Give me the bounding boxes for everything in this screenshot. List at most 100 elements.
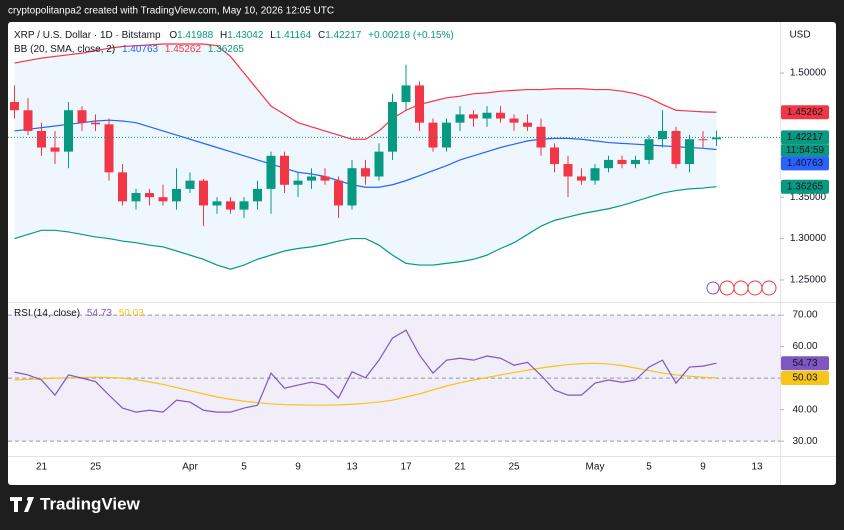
brand: TradingView <box>40 494 141 513</box>
brand-logo: TradingView <box>10 494 141 513</box>
rsi-value: 54.73 <box>87 308 112 319</box>
x-tick-label: 5 <box>241 462 247 473</box>
candle-body <box>442 122 451 148</box>
candle-body <box>523 122 532 127</box>
bb-upper-label-box <box>781 105 829 120</box>
last-price-label: 1.42217 <box>787 132 824 143</box>
candle-body <box>239 201 249 210</box>
candle-body <box>563 164 573 177</box>
candle-body <box>509 118 519 123</box>
candle-body <box>212 201 222 206</box>
candle-body <box>280 155 289 185</box>
logo-mark <box>10 497 34 512</box>
legend-rsi: RSI (14, close) 54.73 50.03 <box>14 308 144 319</box>
candle-body <box>293 180 303 185</box>
bb-upper-label: 1.45262 <box>787 107 824 118</box>
change: +0.00218 (+0.15%) <box>368 30 454 41</box>
candle-body <box>671 130 681 165</box>
ohlc-label: H <box>220 30 227 41</box>
logo-dot <box>27 497 31 501</box>
candle-body <box>428 122 438 148</box>
icon <box>733 280 749 296</box>
bb-lower <box>14 186 717 270</box>
candle-body <box>685 139 694 165</box>
x-tick-label: 25 <box>90 462 102 473</box>
candle-body <box>334 180 343 206</box>
candle-body <box>550 147 559 165</box>
candle-body <box>185 180 195 189</box>
candle-body <box>361 168 370 177</box>
bb-basis-label: 1.40763 <box>787 158 824 169</box>
icon <box>719 280 735 296</box>
x-tick-label: 13 <box>751 462 763 473</box>
candle-body <box>415 85 424 123</box>
candle-body <box>658 130 667 140</box>
x-tick-label: 21 <box>36 462 48 473</box>
candle-body <box>455 114 465 123</box>
x-tick-label: Apr <box>182 462 198 473</box>
rsi-sma-value: 50.03 <box>119 308 144 319</box>
candle-body <box>496 112 505 119</box>
candle-body <box>401 85 411 102</box>
bb-name: BB (20, SMA, close, 2) <box>14 44 115 55</box>
rsi-label-box <box>781 371 829 386</box>
y-tick-label: 1.50000 <box>790 68 827 79</box>
rsi-line <box>14 329 717 413</box>
close-value: 1.42217 <box>325 30 362 41</box>
candle-body <box>712 137 721 140</box>
candle-body <box>199 180 208 206</box>
candle-body <box>226 201 235 210</box>
candle-body <box>604 159 613 169</box>
ohlc-label: C <box>318 30 325 41</box>
rsi-label: 50.03 <box>792 373 817 384</box>
rsi-label: 54.73 <box>792 358 817 369</box>
low-value: 1.41164 <box>276 30 312 41</box>
y-tick-label: 1.35000 <box>790 192 827 203</box>
y-tick-label: 40.00 <box>792 404 817 415</box>
y-tick-label: 30.00 <box>792 436 817 447</box>
candle-body <box>158 197 168 202</box>
bb-basis-value: 1.40763 <box>122 44 159 55</box>
candle-body <box>482 112 492 119</box>
bb-lower-label: 1.36265 <box>787 181 824 192</box>
candle-body <box>320 176 330 181</box>
y-tick-label: 1.30000 <box>790 233 827 244</box>
candle-body <box>631 159 640 165</box>
last-price-label-box <box>781 130 829 145</box>
bb-upper-value: 1.45262 <box>165 44 202 55</box>
candle-body <box>104 124 114 173</box>
candle-body <box>374 151 384 177</box>
candle-body <box>50 147 60 152</box>
icon <box>747 280 763 296</box>
bb-basis <box>14 119 717 188</box>
candle-body <box>23 110 33 131</box>
open-value: 1.41988 <box>177 30 214 41</box>
bb-basis-label-box <box>781 156 829 171</box>
x-tick-label: 13 <box>346 462 358 473</box>
countdown-box <box>781 144 829 157</box>
y-tick-label: 60.00 <box>792 341 817 352</box>
rsi-sma-line <box>14 362 717 406</box>
candle-body <box>617 159 627 165</box>
ohlc-label: L <box>270 30 276 41</box>
currency: USD <box>789 30 810 41</box>
candle-body <box>698 139 708 141</box>
x-tick-label: 5 <box>646 462 652 473</box>
x-tick-label: 9 <box>295 462 301 473</box>
y-tick-label: 1.25000 <box>790 275 827 286</box>
bb-upper <box>14 43 717 140</box>
x-tick-label: 21 <box>454 462 466 473</box>
candle-body <box>118 172 127 202</box>
icon <box>706 281 720 295</box>
ohlc-label: O <box>169 30 177 41</box>
countdown: 11:54:59 <box>786 145 825 156</box>
candle-body <box>590 168 600 181</box>
symbol-title: XRP / U.S. Dollar · 1D · Bitstamp <box>14 30 161 41</box>
candle-body <box>172 188 181 202</box>
candle-body <box>307 176 316 181</box>
candle-body <box>266 155 276 189</box>
candle-body <box>577 176 586 181</box>
rsi-label-box <box>781 356 829 371</box>
high-value: 1.43042 <box>227 30 264 41</box>
